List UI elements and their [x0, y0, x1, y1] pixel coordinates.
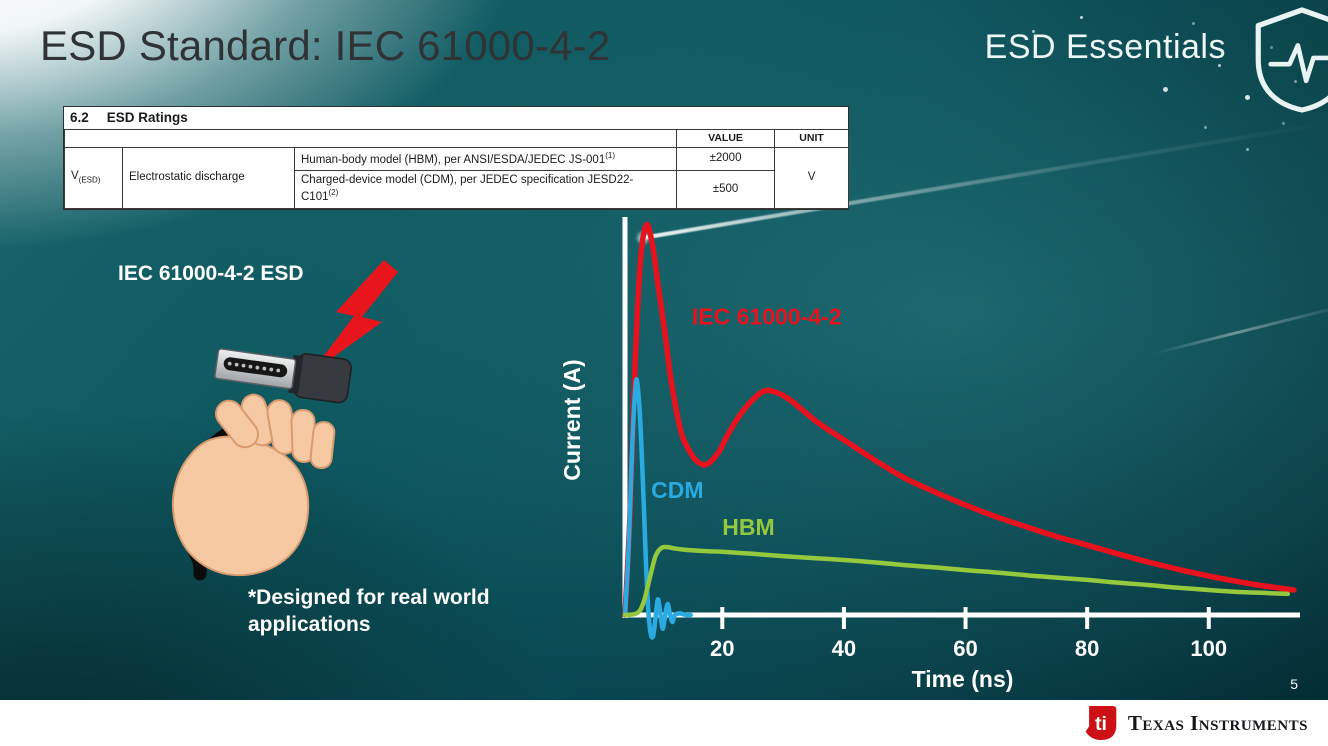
hdmi-connector — [214, 348, 352, 404]
hand — [172, 393, 336, 577]
cdm-desc-text: Charged-device model (CDM), per JEDEC sp… — [301, 174, 634, 203]
table-header-spacer — [63, 129, 678, 148]
series-hbm — [622, 544, 1291, 618]
page-title: ESD Standard: IEC 61000-4-2 — [40, 22, 611, 69]
cdm-desc-footref: (2) — [328, 188, 339, 198]
hand-holding-connector-illustration — [172, 260, 398, 581]
series-iec-61000-4-2 — [622, 221, 1297, 618]
lightning-bolt-icon — [310, 260, 398, 374]
symbol-main: V — [71, 170, 79, 183]
x-axis-label: Time (ns) — [912, 666, 1014, 692]
x-tick-label: 40 — [832, 636, 856, 661]
table-cell-parameter: Electrostatic discharge — [122, 146, 295, 209]
x-tick-label: 60 — [953, 636, 977, 661]
table-cell-hbm-value: ±2000 — [676, 146, 776, 172]
footnote-text: *Designed for real world applications — [248, 586, 490, 637]
table-section-number: 6.2 — [70, 110, 89, 125]
symbol-sub: (ESD) — [78, 175, 101, 185]
shield-pulse-icon — [1255, 7, 1328, 113]
background-stars — [1032, 30, 1035, 33]
svg-text:ti: ti — [1095, 713, 1107, 735]
table-cell-cdm-desc: Charged-device model (CDM), per JEDEC sp… — [293, 170, 678, 209]
series-label-iec-61000-4-2: IEC 61000-4-2 — [692, 303, 842, 329]
thumb — [214, 399, 260, 449]
ti-wordmark: Texas Instruments — [1127, 710, 1308, 735]
y-axis-label: Current (A) — [559, 359, 585, 480]
connector-pin-slot — [223, 357, 288, 378]
page-number: 5 — [1290, 676, 1298, 692]
table-caption-row: 6.2 ESD Ratings — [64, 107, 848, 129]
series-label-cdm: CDM — [651, 477, 703, 503]
esd-current-chart: 20 40 60 80 100 Time (ns) Current (A) IEC 61000… — [559, 217, 1300, 692]
connector-pins — [227, 361, 281, 373]
series-label-hbm: HBM — [722, 514, 774, 540]
ti-logo: ti Texas Instruments — [1084, 704, 1308, 742]
table-header-value: VALUE — [676, 129, 776, 148]
pulse-line-icon — [1268, 43, 1328, 84]
table-cell-cdm-value: ±500 — [676, 170, 776, 209]
series-title: ESD Essentials — [984, 28, 1226, 66]
x-tick-label: 100 — [1190, 636, 1227, 661]
hbm-desc-footref: (1) — [605, 150, 615, 160]
iec-esd-label: IEC 61000-4-2 ESD — [118, 262, 304, 285]
hbm-desc-text: Human-body model (HBM), per ANSI/ESDA/JE… — [301, 153, 606, 166]
esd-ratings-table: 6.2 ESD Ratings VALUE UNIT V(ESD) Electr… — [63, 106, 850, 210]
ratings-table: VALUE UNIT V(ESD) Electrostatic discharg… — [63, 129, 850, 209]
x-tick-label: 80 — [1075, 636, 1099, 661]
footer-bar: ti Texas Instruments — [0, 700, 1328, 746]
series-cdm — [622, 377, 693, 640]
finger — [309, 421, 336, 470]
table-cell-unit: V — [774, 146, 850, 209]
table-cell-hbm-desc: Human-body model (HBM), per ANSI/ESDA/JE… — [293, 146, 678, 172]
table-header-unit: UNIT — [774, 129, 850, 148]
x-tick-label: 20 — [710, 636, 734, 661]
table-caption: ESD Ratings — [106, 110, 188, 125]
palm — [172, 435, 310, 577]
ti-bug-icon: ti — [1085, 706, 1117, 740]
table-cell-symbol: V(ESD) — [64, 146, 123, 209]
